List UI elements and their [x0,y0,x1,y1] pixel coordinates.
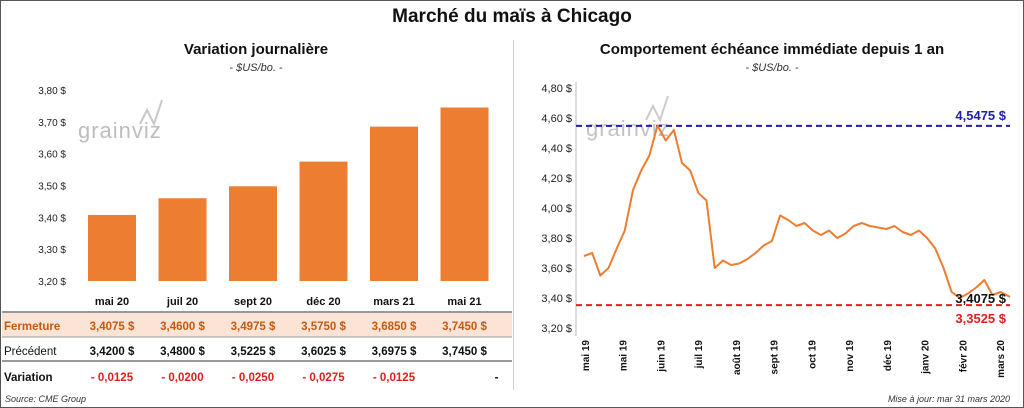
watermark-icon [645,95,669,123]
table-cell: - 0,0275 [302,372,345,384]
x-tick-label: févr 20 [958,340,969,373]
closing-row-background [2,313,512,337]
watermark-icon [139,99,163,127]
x-tick-label: mai 19 [619,340,630,372]
x-tick-label: mars 20 [996,340,1007,378]
x-tick-label: oct 19 [807,340,818,369]
y-tick-label: 3,20 $ [38,277,66,288]
watermark-text: grainviz [78,118,162,143]
update-note: Mise à jour: mar 31 mars 2020 [887,394,1010,404]
y-tick-label: 3,40 $ [541,293,572,305]
table-cell: - 0,0125 [91,372,134,384]
y-tick-label: 4,60 $ [541,113,572,125]
table-cell: 3,5750 $ [301,321,346,333]
y-tick-label: 3,40 $ [38,213,66,224]
last-value-label: 3,4075 $ [955,291,1006,306]
table-row-label: Variation [4,372,53,384]
table-cell: 3,4800 $ [160,346,205,358]
left-chart-subtitle: - $US/bo. - [229,62,283,74]
right-chart-title: Comportement échéance immédiate depuis 1… [599,41,945,58]
source-note: Source: CME Group [5,394,87,404]
table-cell: 3,7450 $ [442,346,487,358]
x-tick-label: mai 20 [95,296,129,308]
table-cell: 3,6975 $ [372,346,417,358]
x-tick-label: mai 19 [581,340,592,372]
table-cell: 3,4975 $ [231,321,276,333]
table-cell: 3,7450 $ [442,321,487,333]
y-tick-label: 3,60 $ [541,263,572,275]
y-tick-label: 3,50 $ [38,182,66,193]
page-title: Marché du maïs à Chicago [392,6,632,27]
left-chart-title: Variation journalière [183,41,329,58]
x-tick-label: sept 20 [234,296,272,308]
table-cell: 3,4200 $ [90,346,135,358]
x-tick-label: mai 21 [447,296,481,308]
x-tick-label: déc 20 [306,296,340,308]
y-tick-label: 3,80 $ [38,86,66,97]
table-row-label: Précédent [4,346,57,358]
table-cell: - [495,372,499,384]
table-row-label: Fermeture [4,321,60,333]
x-tick-label: mars 21 [373,296,415,308]
price-series-line [583,124,1011,299]
table-cell: 3,5225 $ [231,346,276,358]
x-tick-label: sept 19 [770,340,781,375]
x-tick-label: déc 19 [883,340,894,372]
table-cell: 3,4075 $ [90,321,135,333]
right-chart-subtitle: - $US/bo. - [745,62,799,74]
front-month-line-chart: 3,20 $ 3,40 $ 3,60 $ 3,80 $ 4,00 $ 4,20 $ 4,40… [541,82,1011,378]
table-cell: 3,6850 $ [372,321,417,333]
bar [370,126,418,281]
table-cell: - 0,0125 [373,372,416,384]
y-tick-label: 3,80 $ [541,233,572,245]
reference-line-label: 3,3525 $ [955,311,1006,326]
y-tick-label: 3,60 $ [38,150,66,161]
bar [440,107,489,281]
bar [299,161,348,281]
table-cell: 3,4600 $ [160,321,205,333]
y-tick-label: 3,20 $ [541,323,572,335]
bar [88,214,136,281]
table-cell: - 0,0250 [232,372,274,384]
x-tick-label: juil 20 [166,296,198,308]
x-tick-label: nov 19 [845,340,856,372]
x-tick-label: juil 19 [694,340,705,370]
x-tick-label: août 19 [732,340,743,375]
daily-variation-bar-chart: 3,20 $ 3,30 $ 3,40 $ 3,50 $ 3,60 $ 3,70 $ 3,80… [2,86,512,384]
table-cell: - 0,0200 [161,372,203,384]
y-tick-label: 4,00 $ [541,203,572,215]
bar [158,198,207,281]
y-tick-label: 3,30 $ [38,245,66,256]
x-tick-label: janv 20 [921,340,932,375]
reference-line-label: 4,5475 $ [955,108,1006,123]
y-tick-label: 4,20 $ [541,173,572,185]
table-cell: 3,6025 $ [301,346,346,358]
y-tick-label: 4,40 $ [541,143,572,155]
y-tick-label: 4,80 $ [541,83,572,95]
chart-divider [513,40,514,390]
bar [229,186,277,281]
x-tick-label: juin 19 [656,340,667,373]
y-tick-label: 3,70 $ [38,118,66,129]
